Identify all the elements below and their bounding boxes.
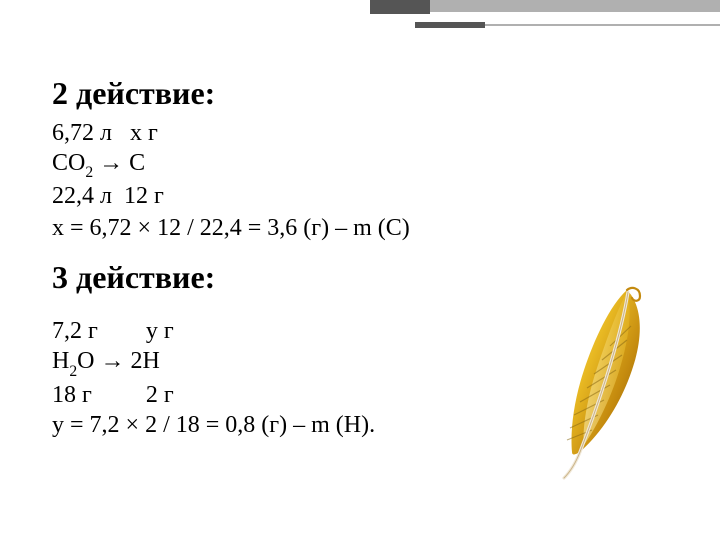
deco-bar-dark2 (415, 22, 485, 28)
step-2-row1: 6,72 л х г (52, 118, 612, 148)
step-3-row3: 18 г 2 г (52, 380, 612, 410)
deco-bar-dark (370, 0, 430, 14)
slide-content: 2 действие: 6,72 л х г СО2 → С 22,4 л 12… (52, 75, 612, 440)
step-2-calc: х = 6,72 × 12 / 22,4 = 3,6 (г) – m (С) (52, 213, 612, 243)
step-2-equation: СО2 → С (52, 148, 612, 181)
step-2-row3: 22,4 л 12 г (52, 181, 612, 211)
step-3-calc: у = 7,2 × 2 / 18 = 0,8 (г) – m (Н). (52, 410, 612, 440)
step-3-heading: 3 действие: (52, 259, 612, 296)
top-decoration (340, 0, 720, 40)
step-3-equation: Н2О → 2Н (52, 346, 612, 379)
step-2-heading: 2 действие: (52, 75, 612, 112)
step-3-row1: 7,2 г у г (52, 316, 612, 346)
deco-bar-thick (380, 0, 720, 12)
feather-icon (532, 280, 662, 480)
